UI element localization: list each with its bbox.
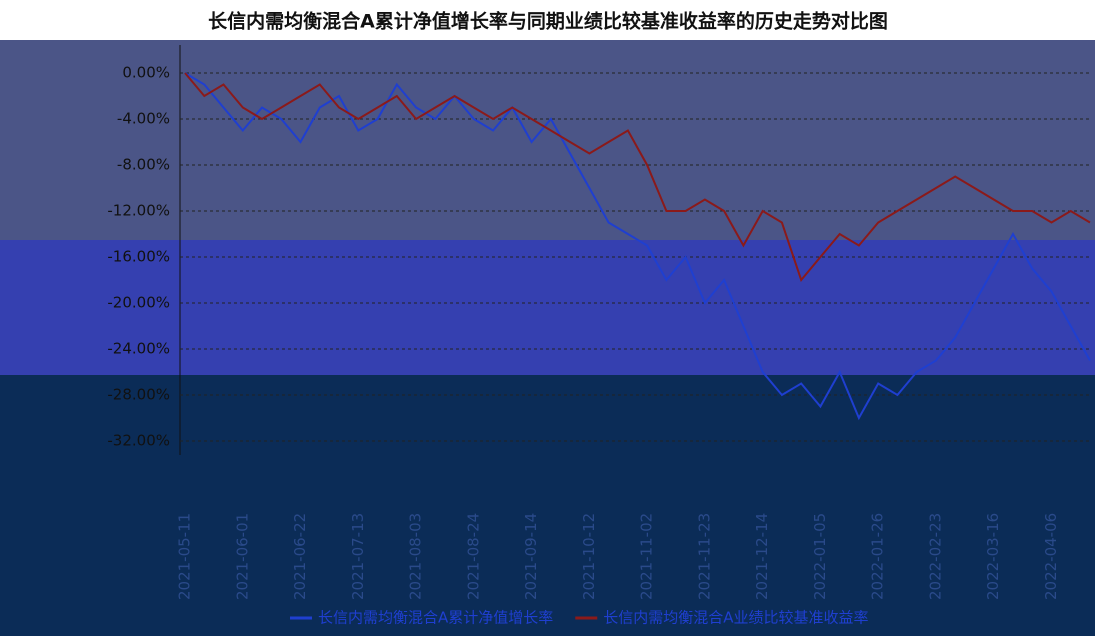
x-tick-label: 2022-03-16 [984,513,1002,600]
x-tick-label: 2022-02-23 [926,513,944,600]
x-tick-label: 2021-05-11 [176,513,194,600]
chart-title: 长信内需均衡混合A累计净值增长率与同期业绩比较基准收益率的历史走势对比图 [208,10,888,33]
plot-band-mid [0,240,1095,375]
series-line [184,72,1091,421]
y-tick-label: -20.00% [107,294,170,312]
y-tick-label: -24.00% [107,340,170,358]
x-tick-label: 2022-01-05 [811,513,829,600]
y-tick-label: -28.00% [107,386,170,404]
x-tick-label: 2021-11-02 [638,513,656,600]
y-tick-label: -32.00% [107,432,170,450]
legend-label: 长信内需均衡混合A累计净值增长率 [318,609,553,627]
y-tick-label: 0.00% [122,64,170,82]
legend-label: 长信内需均衡混合A业绩比较基准收益率 [603,609,868,627]
x-tick-label: 2022-04-06 [1042,513,1060,600]
x-tick-label: 2021-12-14 [753,513,771,600]
y-tick-label: -16.00% [107,248,170,266]
x-tick-label: 2021-06-22 [291,513,309,600]
y-tick-label: -4.00% [117,110,170,128]
x-tick-label: 2022-01-26 [869,513,887,600]
title-band [0,0,1095,40]
series-line [184,72,1091,283]
x-tick-label: 2021-08-03 [407,513,425,600]
x-tick-label: 2021-07-13 [349,513,367,600]
x-tick-label: 2021-11-23 [695,513,713,600]
y-tick-label: -12.00% [107,202,170,220]
x-tick-label: 2021-09-14 [522,513,540,600]
y-tick-label: -8.00% [117,156,170,174]
x-tick-label: 2021-10-12 [580,513,598,600]
x-tick-label: 2021-08-24 [464,513,482,600]
x-tick-label: 2021-06-01 [233,513,251,600]
plot-band-bottom [0,375,1095,632]
